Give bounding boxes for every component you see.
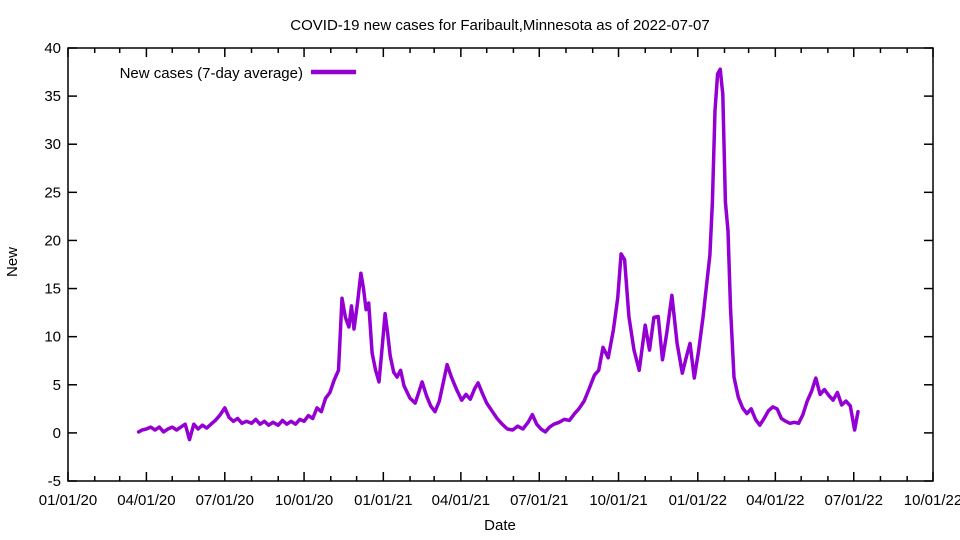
y-tick-label: 0 [53, 425, 61, 442]
y-tick-label: 5 [53, 377, 61, 394]
x-tick-label: 04/01/22 [746, 492, 804, 509]
y-tick-label: 20 [44, 232, 61, 249]
data-series [136, 67, 860, 442]
x-tick-label: 01/01/21 [354, 492, 412, 509]
plot-border [67, 47, 934, 482]
x-tick-label: 04/01/20 [117, 492, 175, 509]
x-tick-label: 10/01/22 [904, 492, 960, 509]
y-axis-label: New [4, 247, 21, 277]
chart-title: COVID-19 new cases for Faribault,Minneso… [290, 17, 709, 34]
y-tick-label: 35 [44, 88, 61, 105]
y-tick-label: -5 [48, 473, 61, 490]
x-tick-label: 01/01/22 [669, 492, 727, 509]
x-tick-label: 07/01/20 [196, 492, 254, 509]
y-tick-label: 15 [44, 281, 61, 298]
x-tick-label: 01/01/20 [39, 492, 97, 509]
x-tick-label: 10/01/20 [275, 492, 333, 509]
x-tick-label: 04/01/21 [432, 492, 490, 509]
y-tick-label: 40 [44, 40, 61, 57]
y-tick-label: 10 [44, 329, 61, 346]
y-tick-label: 30 [44, 136, 61, 153]
axis-ticks: -5 0 5 10 15 20 25 30 35 40 01/01/20 04/01/20 07/01/… [39, 40, 960, 509]
x-tick-label: 07/01/21 [510, 492, 568, 509]
new-cases-series-line [136, 67, 860, 442]
x-axis-label: Date [484, 517, 516, 534]
y-tick-label: 25 [44, 184, 61, 201]
x-tick-label: 07/01/22 [825, 492, 883, 509]
legend-label: New cases (7-day average) [120, 65, 303, 82]
x-tick-label: 10/01/21 [589, 492, 647, 509]
